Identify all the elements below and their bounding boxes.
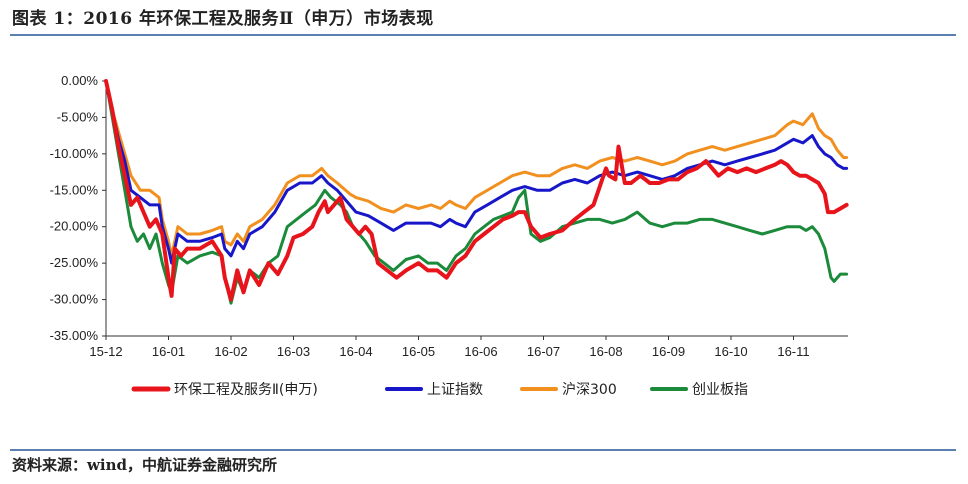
x-tick-label: 16-04	[339, 344, 372, 359]
y-tick-label: -25.00%	[50, 255, 99, 270]
x-axis-ticks: 15-12 16-01 16-02 16-03 16-04 16-05 16-06 16-07…	[89, 336, 810, 359]
x-tick-label: 16-10	[714, 344, 747, 359]
legend-label: 环保工程及服务Ⅱ(申万)	[174, 382, 318, 398]
top-rule	[10, 34, 956, 36]
figure-title: 图表 1：2016 年环保工程及服务Ⅱ（申万）市场表现	[12, 9, 434, 29]
legend-label: 上证指数	[427, 382, 483, 398]
series-line-2	[104, 79, 849, 258]
y-tick-label: -20.00%	[50, 219, 99, 234]
series-lines	[104, 79, 849, 305]
source-note: 资料来源：wind，中航证券金融研究所	[12, 456, 278, 474]
x-tick-label: 16-03	[277, 344, 310, 359]
y-tick-label: -5.00%	[57, 109, 99, 124]
y-tick-label: -30.00%	[50, 292, 99, 307]
plot-area: 0.00% -5.00% -10.00% -15.00% -20.00% -25.00% -…	[50, 73, 849, 359]
y-tick-label: -15.00%	[50, 182, 99, 197]
series-line-0	[104, 79, 849, 302]
line-chart: 0.00% -5.00% -10.00% -15.00% -20.00% -25.00% -…	[50, 73, 849, 398]
legend-label: 沪深300	[562, 382, 617, 398]
y-tick-label: -10.00%	[50, 146, 99, 161]
y-tick-label: -35.00%	[50, 328, 99, 343]
x-tick-label: 16-01	[152, 344, 185, 359]
x-tick-label: 16-05	[402, 344, 435, 359]
y-axis-ticks: 0.00% -5.00% -10.00% -15.00% -20.00% -25.00% -…	[50, 73, 106, 343]
x-tick-label: 16-09	[652, 344, 685, 359]
series-line-1	[104, 79, 849, 265]
x-tick-label: 16-08	[589, 344, 622, 359]
x-tick-label: 16-11	[777, 344, 809, 359]
x-tick-label: 15-12	[89, 344, 122, 359]
x-tick-label: 16-06	[464, 344, 497, 359]
bottom-rule	[10, 449, 956, 451]
series-line-3	[104, 79, 849, 305]
x-tick-label: 16-02	[214, 344, 247, 359]
legend: 环保工程及服务Ⅱ(申万) 上证指数 沪深300 创业板指	[131, 382, 748, 398]
legend-label: 创业板指	[692, 382, 748, 398]
y-tick-label: 0.00%	[61, 73, 98, 88]
x-tick-label: 16-07	[527, 344, 560, 359]
